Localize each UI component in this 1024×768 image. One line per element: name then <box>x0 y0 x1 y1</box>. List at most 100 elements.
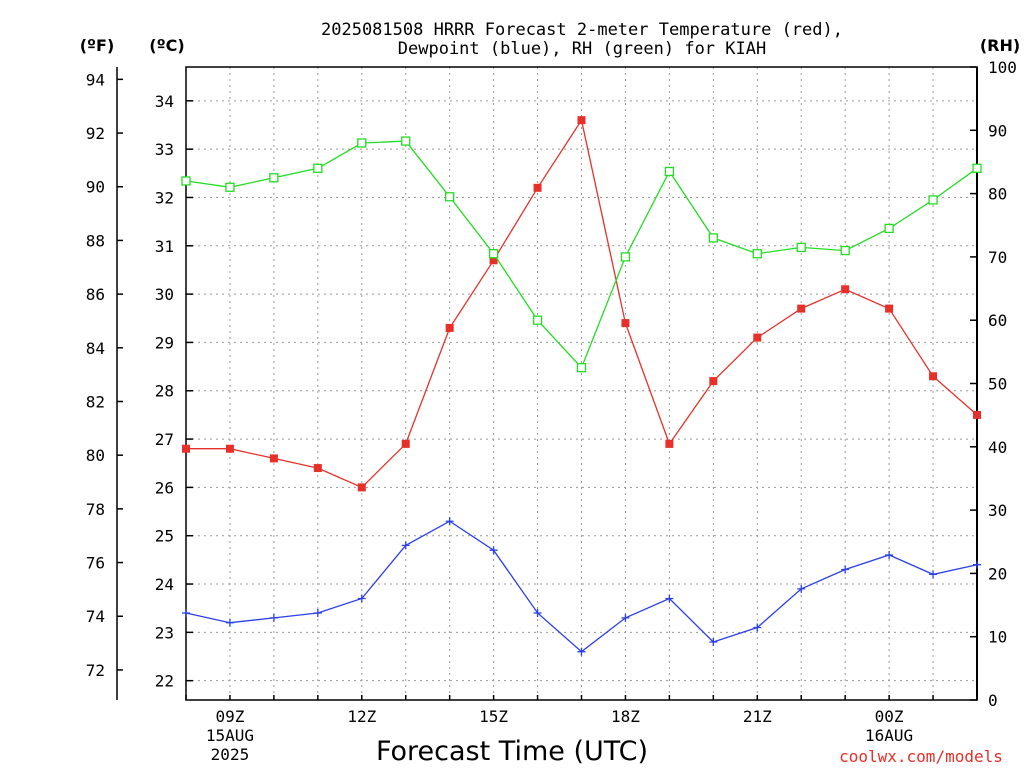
data-point <box>488 249 499 259</box>
fahrenheit-tick-label: 82 <box>86 392 105 411</box>
fahrenheit-tick-label: 92 <box>86 124 105 143</box>
data-point <box>928 195 938 205</box>
rh-tick-label: 90 <box>988 121 1007 140</box>
fahrenheit-tick-label: 72 <box>86 661 105 680</box>
x-tick-label: 09Z <box>215 707 244 726</box>
tick-labels: 72 74 76 78 80 82 84 86 88 90 92 94 22 23 24 25 26 27 28 29… <box>86 58 1017 764</box>
data-point <box>533 609 542 618</box>
data-point <box>577 647 586 656</box>
fahrenheit-tick-label: 88 <box>86 231 105 250</box>
data-point <box>709 377 718 386</box>
data-point <box>313 609 322 618</box>
celsius-tick-label: 32 <box>155 188 174 207</box>
unit-celsius-label: (ºC) <box>149 36 184 55</box>
data-point <box>181 176 191 186</box>
fahrenheit-tick-label: 94 <box>86 70 105 89</box>
celsius-tick-label: 22 <box>155 672 174 691</box>
x-tick-label: 00Z <box>875 707 904 726</box>
series-dewpoint <box>182 517 981 656</box>
chart-title-line-2: Dewpoint (blue), RH (green) for KIAH <box>398 39 766 59</box>
rh-tick-label: 0 <box>988 691 998 710</box>
celsius-tick-label: 31 <box>155 237 174 256</box>
data-point <box>621 319 630 328</box>
x-tick-sublabel: 2025 <box>211 745 250 764</box>
series-temperature <box>182 116 981 492</box>
fahrenheit-tick-label: 74 <box>86 607 105 626</box>
data-point <box>401 439 410 448</box>
data-point <box>753 623 762 632</box>
data-point <box>709 638 718 647</box>
rh-tick-label: 60 <box>988 311 1007 330</box>
data-point <box>708 233 718 243</box>
data-point <box>796 242 806 253</box>
series-rh <box>181 136 982 373</box>
data-point <box>445 517 454 526</box>
fahrenheit-tick-label: 86 <box>86 285 105 304</box>
x-tick-sublabel: 16AUG <box>865 726 913 745</box>
data-point <box>973 560 981 569</box>
credit-label: coolwx.com/models <box>839 747 1003 766</box>
chart-title-line-1: 2025081508 HRRR Forecast 2-meter Tempera… <box>321 20 843 40</box>
data-point <box>884 223 894 234</box>
data-point <box>620 252 631 262</box>
data-point <box>532 315 543 325</box>
data-point <box>182 444 190 453</box>
x-tick-label: 18Z <box>611 707 640 726</box>
rh-tick-label: 10 <box>988 628 1007 647</box>
celsius-tick-label: 34 <box>155 92 174 111</box>
x-tick-label: 21Z <box>743 707 772 726</box>
x-tick-sublabel: 15AUG <box>206 726 254 745</box>
data-point <box>313 163 323 173</box>
celsius-tick-label: 26 <box>155 478 174 497</box>
data-point <box>445 323 454 332</box>
x-tick-label: 12Z <box>347 707 376 726</box>
unit-fahrenheit-label: (ºF) <box>80 36 115 55</box>
data-point <box>929 570 938 579</box>
unit-rh-label: (RH) <box>980 36 1020 55</box>
data-point <box>841 285 850 294</box>
data-point <box>489 546 498 555</box>
data-point <box>972 163 982 173</box>
data-point <box>357 483 366 492</box>
data-point <box>797 584 806 593</box>
data-point <box>401 136 411 146</box>
data-point <box>357 594 366 603</box>
data-point <box>357 138 367 148</box>
grid-lines <box>186 67 977 700</box>
data-point <box>269 613 278 622</box>
fahrenheit-tick-label: 76 <box>86 554 105 573</box>
data-point <box>269 173 279 183</box>
rh-tick-label: 50 <box>988 375 1007 394</box>
data-point <box>885 304 894 313</box>
celsius-tick-label: 25 <box>155 527 174 546</box>
fahrenheit-tick-label: 80 <box>86 446 105 465</box>
data-point <box>445 192 455 202</box>
data-point <box>225 618 234 627</box>
data-point <box>269 454 278 463</box>
celsius-tick-label: 24 <box>155 575 174 594</box>
data-point <box>665 594 674 603</box>
data-point <box>885 551 894 560</box>
data-point <box>225 444 234 453</box>
x-tick-label: 15Z <box>479 707 508 726</box>
data-point <box>225 182 235 192</box>
data-point <box>577 116 586 125</box>
data-point <box>753 333 762 342</box>
rh-tick-label: 20 <box>988 564 1007 583</box>
x-axis-label: Forecast Time (UTC) <box>376 736 648 767</box>
fahrenheit-tick-label: 90 <box>86 178 105 197</box>
rh-tick-label: 30 <box>988 501 1007 520</box>
data-point <box>533 183 542 192</box>
data-point <box>973 410 981 419</box>
rh-tick-label: 40 <box>988 438 1007 457</box>
celsius-tick-label: 30 <box>155 285 174 304</box>
data-point <box>489 256 498 265</box>
data-point <box>664 166 675 177</box>
celsius-tick-label: 33 <box>155 140 174 159</box>
data-series <box>181 116 982 656</box>
data-point <box>840 245 850 256</box>
plot-frame <box>185 66 978 701</box>
data-point <box>621 613 630 622</box>
axes <box>116 66 978 701</box>
